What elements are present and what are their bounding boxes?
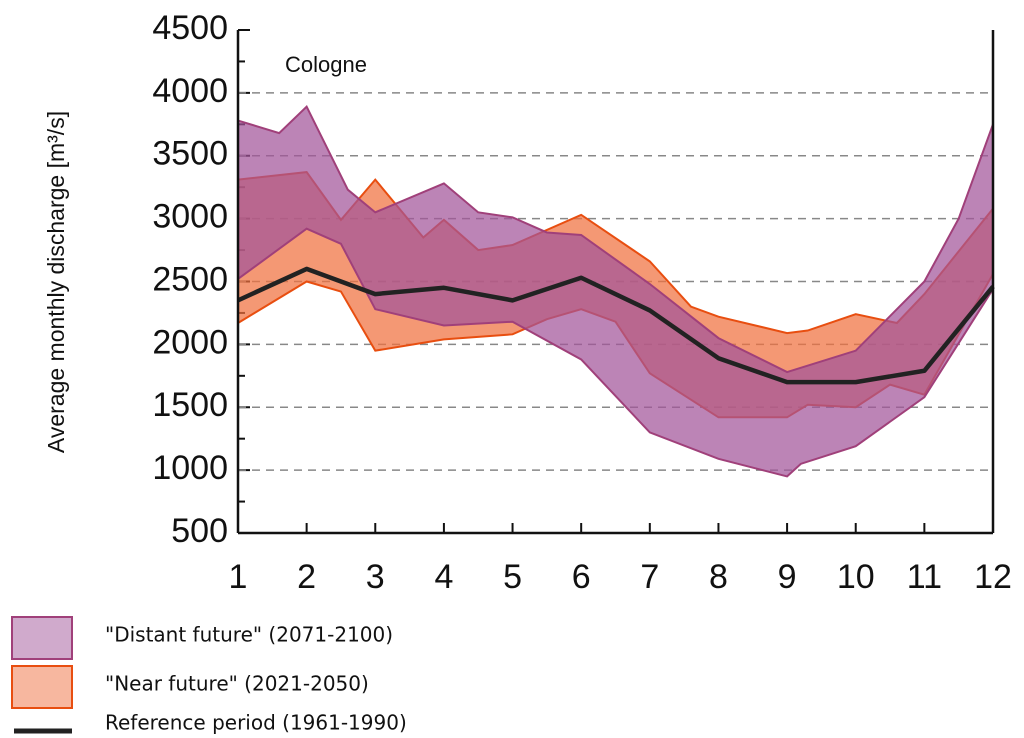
y-tick-label: 1000: [152, 449, 228, 487]
annotation: Cologne: [285, 52, 367, 77]
x-tick-label: 1: [229, 558, 248, 596]
y-tick-label: 2000: [152, 323, 228, 361]
x-tick-label: 7: [640, 558, 659, 596]
band-lower: [237, 227, 994, 478]
x-tick-label: 3: [366, 558, 385, 596]
y-tick-label: 3500: [152, 135, 228, 173]
x-tick-label: 9: [778, 558, 797, 596]
y-axis-label: Average monthly discharge [m³/s]: [43, 111, 69, 453]
legend-label: "Distant future" (2071-2100): [105, 623, 393, 647]
x-tick-label: 2: [297, 558, 316, 596]
y-tick-label: 2500: [152, 260, 228, 298]
legend-swatch: [11, 616, 73, 660]
y-tick-label: 500: [171, 512, 228, 550]
legend-label: "Near future" (2021-2050): [105, 672, 369, 696]
y-tick-label: 1500: [152, 386, 228, 424]
x-tick-label: 11: [907, 558, 942, 596]
band-upper: [237, 105, 994, 374]
band-upper: [237, 171, 994, 335]
legend-swatch: [11, 665, 73, 709]
y-tick-label: 4000: [152, 72, 228, 110]
y-tick-label: 3000: [152, 198, 228, 236]
x-tick-label: 4: [434, 558, 453, 596]
x-tick-label: 6: [572, 558, 591, 596]
legend-label: Reference period (1961-1990): [105, 711, 407, 735]
x-tick-label: 5: [503, 558, 522, 596]
x-tick-label: 10: [837, 558, 875, 596]
y-tick-label: 4500: [152, 9, 228, 47]
x-tick-label: 8: [709, 558, 728, 596]
x-tick-label: 12: [974, 558, 1012, 596]
reference-line: [237, 266, 995, 385]
